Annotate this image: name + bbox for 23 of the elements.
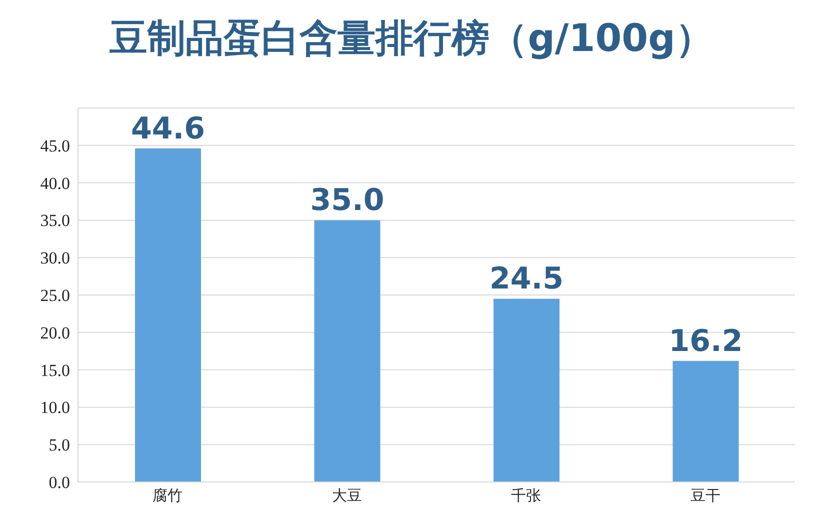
x-tick-label: 腐竹 xyxy=(152,486,183,505)
bar xyxy=(135,148,201,482)
bar xyxy=(314,220,380,482)
data-label: 44.6 xyxy=(130,111,206,146)
y-tick-label: 35.0 xyxy=(40,211,70,230)
bar xyxy=(494,298,560,482)
y-tick-label: 40.0 xyxy=(40,174,70,193)
chart-title: 豆制品蛋白含量排行榜（g/100g） xyxy=(108,15,714,62)
data-label: 35.0 xyxy=(310,183,384,218)
y-tick-label: 20.0 xyxy=(40,323,70,342)
data-label: 24.5 xyxy=(489,262,564,297)
y-tick-label: 25.0 xyxy=(40,286,70,306)
x-tick-label: 豆干 xyxy=(690,486,720,505)
y-tick-label: 45.0 xyxy=(40,136,70,156)
x-tick-label: 千张 xyxy=(511,486,542,505)
y-tick-label: 0.0 xyxy=(48,473,70,492)
y-tick-label: 5.0 xyxy=(48,436,70,455)
bar xyxy=(672,360,739,482)
y-tick-label: 10.0 xyxy=(40,398,70,418)
y-tick-label: 15.0 xyxy=(40,360,70,380)
data-label: 16.2 xyxy=(668,324,743,359)
x-tick-label: 大豆 xyxy=(332,486,362,505)
y-tick-label: 30.0 xyxy=(40,248,70,268)
